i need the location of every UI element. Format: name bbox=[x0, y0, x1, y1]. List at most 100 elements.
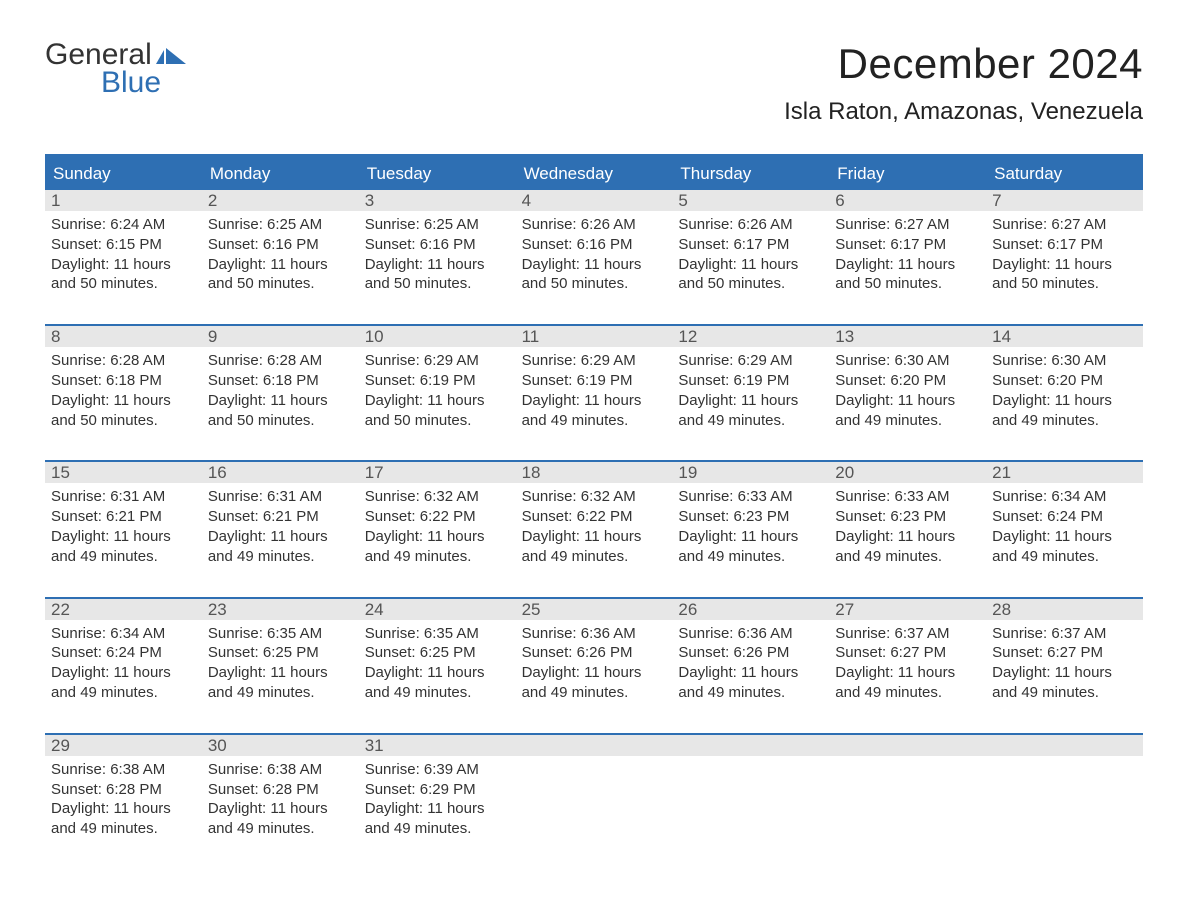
calendar-cell: Sunrise: 6:38 AMSunset: 6:28 PMDaylight:… bbox=[202, 756, 359, 869]
daylight-text: Daylight: 11 hours and 49 minutes. bbox=[51, 799, 196, 839]
date-number bbox=[829, 735, 986, 756]
sunrise-text: Sunrise: 6:25 AM bbox=[365, 215, 510, 235]
logo: General Blue bbox=[45, 40, 186, 98]
location-subtitle: Isla Raton, Amazonas, Venezuela bbox=[784, 98, 1143, 126]
sunset-text: Sunset: 6:21 PM bbox=[208, 507, 353, 527]
calendar-cell: Sunrise: 6:31 AMSunset: 6:21 PMDaylight:… bbox=[202, 483, 359, 596]
sunrise-text: Sunrise: 6:26 AM bbox=[522, 215, 667, 235]
daylight-text: Daylight: 11 hours and 49 minutes. bbox=[208, 663, 353, 703]
calendar-cell: Sunrise: 6:34 AMSunset: 6:24 PMDaylight:… bbox=[986, 483, 1143, 596]
date-number: 31 bbox=[359, 735, 516, 756]
dayname: Wednesday bbox=[516, 157, 673, 190]
calendar-cell: Sunrise: 6:28 AMSunset: 6:18 PMDaylight:… bbox=[202, 347, 359, 460]
date-number: 21 bbox=[986, 462, 1143, 483]
date-number: 22 bbox=[45, 599, 202, 620]
daylight-text: Daylight: 11 hours and 50 minutes. bbox=[208, 391, 353, 431]
daylight-text: Daylight: 11 hours and 50 minutes. bbox=[208, 255, 353, 295]
sunset-text: Sunset: 6:26 PM bbox=[522, 643, 667, 663]
calendar-cell: Sunrise: 6:29 AMSunset: 6:19 PMDaylight:… bbox=[516, 347, 673, 460]
sunset-text: Sunset: 6:18 PM bbox=[208, 371, 353, 391]
calendar-week: 22232425262728Sunrise: 6:34 AMSunset: 6:… bbox=[45, 597, 1143, 733]
calendar-cell: Sunrise: 6:30 AMSunset: 6:20 PMDaylight:… bbox=[829, 347, 986, 460]
sunset-text: Sunset: 6:16 PM bbox=[522, 235, 667, 255]
date-number: 15 bbox=[45, 462, 202, 483]
date-number: 7 bbox=[986, 190, 1143, 211]
daylight-text: Daylight: 11 hours and 49 minutes. bbox=[522, 527, 667, 567]
sunset-text: Sunset: 6:25 PM bbox=[208, 643, 353, 663]
daylight-text: Daylight: 11 hours and 50 minutes. bbox=[522, 255, 667, 295]
calendar-cell: Sunrise: 6:32 AMSunset: 6:22 PMDaylight:… bbox=[516, 483, 673, 596]
daylight-text: Daylight: 11 hours and 50 minutes. bbox=[51, 255, 196, 295]
page-title: December 2024 bbox=[784, 40, 1143, 88]
sunset-text: Sunset: 6:26 PM bbox=[678, 643, 823, 663]
calendar-cell bbox=[516, 756, 673, 869]
sunset-text: Sunset: 6:29 PM bbox=[365, 780, 510, 800]
daylight-text: Daylight: 11 hours and 49 minutes. bbox=[51, 527, 196, 567]
sunset-text: Sunset: 6:27 PM bbox=[835, 643, 980, 663]
date-number-row: 22232425262728 bbox=[45, 599, 1143, 620]
date-number-row: 293031 bbox=[45, 735, 1143, 756]
calendar-cell bbox=[672, 756, 829, 869]
sunrise-text: Sunrise: 6:36 AM bbox=[678, 624, 823, 644]
calendar-cell: Sunrise: 6:35 AMSunset: 6:25 PMDaylight:… bbox=[202, 620, 359, 733]
date-number: 18 bbox=[516, 462, 673, 483]
sunset-text: Sunset: 6:20 PM bbox=[992, 371, 1137, 391]
date-number: 25 bbox=[516, 599, 673, 620]
sunrise-text: Sunrise: 6:30 AM bbox=[835, 351, 980, 371]
calendar-cell: Sunrise: 6:31 AMSunset: 6:21 PMDaylight:… bbox=[45, 483, 202, 596]
sunrise-text: Sunrise: 6:29 AM bbox=[678, 351, 823, 371]
date-number: 5 bbox=[672, 190, 829, 211]
calendar-cell: Sunrise: 6:24 AMSunset: 6:15 PMDaylight:… bbox=[45, 211, 202, 324]
dayname-row: Sunday Monday Tuesday Wednesday Thursday… bbox=[45, 157, 1143, 190]
dayname: Saturday bbox=[986, 157, 1143, 190]
sunrise-text: Sunrise: 6:33 AM bbox=[678, 487, 823, 507]
date-number: 6 bbox=[829, 190, 986, 211]
sunrise-text: Sunrise: 6:28 AM bbox=[208, 351, 353, 371]
calendar-cell: Sunrise: 6:35 AMSunset: 6:25 PMDaylight:… bbox=[359, 620, 516, 733]
sunset-text: Sunset: 6:17 PM bbox=[992, 235, 1137, 255]
daylight-text: Daylight: 11 hours and 49 minutes. bbox=[522, 663, 667, 703]
calendar-cell: Sunrise: 6:39 AMSunset: 6:29 PMDaylight:… bbox=[359, 756, 516, 869]
daylight-text: Daylight: 11 hours and 50 minutes. bbox=[678, 255, 823, 295]
sunrise-text: Sunrise: 6:37 AM bbox=[835, 624, 980, 644]
calendar-cell: Sunrise: 6:30 AMSunset: 6:20 PMDaylight:… bbox=[986, 347, 1143, 460]
daylight-text: Daylight: 11 hours and 49 minutes. bbox=[51, 663, 196, 703]
sunset-text: Sunset: 6:22 PM bbox=[365, 507, 510, 527]
sunset-text: Sunset: 6:24 PM bbox=[992, 507, 1137, 527]
date-number: 28 bbox=[986, 599, 1143, 620]
daylight-text: Daylight: 11 hours and 49 minutes. bbox=[992, 391, 1137, 431]
date-number-row: 1234567 bbox=[45, 190, 1143, 211]
daylight-text: Daylight: 11 hours and 49 minutes. bbox=[678, 663, 823, 703]
sunrise-text: Sunrise: 6:29 AM bbox=[522, 351, 667, 371]
sunrise-text: Sunrise: 6:29 AM bbox=[365, 351, 510, 371]
daylight-text: Daylight: 11 hours and 49 minutes. bbox=[992, 527, 1137, 567]
dayname: Thursday bbox=[672, 157, 829, 190]
date-number: 26 bbox=[672, 599, 829, 620]
date-number: 13 bbox=[829, 326, 986, 347]
daylight-text: Daylight: 11 hours and 50 minutes. bbox=[365, 391, 510, 431]
sunrise-text: Sunrise: 6:38 AM bbox=[208, 760, 353, 780]
dayname: Sunday bbox=[45, 157, 202, 190]
calendar-cell: Sunrise: 6:32 AMSunset: 6:22 PMDaylight:… bbox=[359, 483, 516, 596]
calendar-cell bbox=[986, 756, 1143, 869]
calendar-cell: Sunrise: 6:29 AMSunset: 6:19 PMDaylight:… bbox=[672, 347, 829, 460]
sunset-text: Sunset: 6:19 PM bbox=[522, 371, 667, 391]
sunset-text: Sunset: 6:17 PM bbox=[678, 235, 823, 255]
calendar-week: 293031Sunrise: 6:38 AMSunset: 6:28 PMDay… bbox=[45, 733, 1143, 869]
sunset-text: Sunset: 6:18 PM bbox=[51, 371, 196, 391]
calendar-week: 1234567Sunrise: 6:24 AMSunset: 6:15 PMDa… bbox=[45, 190, 1143, 324]
sunset-text: Sunset: 6:21 PM bbox=[51, 507, 196, 527]
calendar-week: 891011121314Sunrise: 6:28 AMSunset: 6:18… bbox=[45, 324, 1143, 460]
calendar: Sunday Monday Tuesday Wednesday Thursday… bbox=[45, 154, 1143, 869]
calendar-cell: Sunrise: 6:37 AMSunset: 6:27 PMDaylight:… bbox=[829, 620, 986, 733]
sunrise-text: Sunrise: 6:36 AM bbox=[522, 624, 667, 644]
date-number: 1 bbox=[45, 190, 202, 211]
sunset-text: Sunset: 6:24 PM bbox=[51, 643, 196, 663]
dayname: Friday bbox=[829, 157, 986, 190]
daylight-text: Daylight: 11 hours and 49 minutes. bbox=[365, 799, 510, 839]
date-number: 30 bbox=[202, 735, 359, 756]
calendar-cell: Sunrise: 6:25 AMSunset: 6:16 PMDaylight:… bbox=[359, 211, 516, 324]
calendar-cell: Sunrise: 6:37 AMSunset: 6:27 PMDaylight:… bbox=[986, 620, 1143, 733]
sunset-text: Sunset: 6:16 PM bbox=[365, 235, 510, 255]
daylight-text: Daylight: 11 hours and 49 minutes. bbox=[992, 663, 1137, 703]
